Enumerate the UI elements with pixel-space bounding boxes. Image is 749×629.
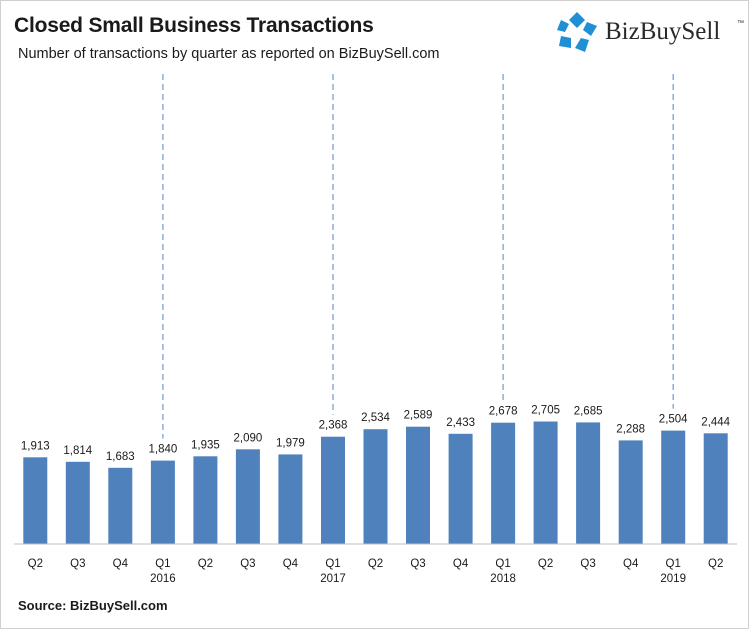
x-tick-label: Q1	[666, 558, 681, 570]
x-tick-label: Q4	[113, 558, 129, 570]
x-tick-label: Q3	[70, 558, 85, 570]
data-labels: 1,913 1,814 1,683 1,840 1,935 2,090 1,979 2,368…	[21, 405, 731, 463]
x-tick-label: Q3	[580, 558, 595, 570]
x-tick-label: Q2	[28, 558, 43, 570]
chart-subtitle: Number of transactions by quarter as rep…	[18, 46, 440, 62]
data-label: 2,288	[616, 423, 645, 435]
bar	[491, 422, 516, 544]
x-tick-label: Q3	[240, 558, 255, 570]
data-label: 1,840	[149, 444, 178, 456]
x-tick-label: Q4	[453, 558, 469, 570]
x-tick-label: Q2	[538, 558, 553, 570]
data-label: 2,368	[319, 420, 348, 432]
x-tick-labels: Q2 Q3 Q4 Q1 2016 Q2 Q3 Q4 Q1 2017 Q2 Q3 Q4 Q1 2018 Q2 Q3…	[28, 558, 724, 585]
data-label: 2,090	[234, 432, 263, 444]
bizbuysell-logo-icon	[557, 12, 597, 52]
bar	[235, 449, 260, 544]
bar	[193, 456, 218, 544]
bar	[703, 433, 728, 544]
bar	[661, 430, 686, 544]
x-tick-label: Q3	[410, 558, 425, 570]
data-label: 1,913	[21, 440, 50, 452]
logo-wordmark: BizBuySell	[605, 18, 721, 45]
data-label: 2,705	[531, 405, 560, 417]
data-label: 1,935	[191, 439, 220, 451]
x-tick-label: Q1	[155, 558, 170, 570]
data-label: 1,979	[276, 437, 305, 449]
data-label: 2,444	[701, 416, 730, 428]
x-tick-label: Q1	[325, 558, 340, 570]
year-label: 2017	[320, 573, 346, 585]
data-label: 2,685	[574, 405, 603, 417]
bar	[448, 433, 473, 544]
x-tick-label: Q4	[283, 558, 299, 570]
bizbuysell-logo: BizBuySell ™	[555, 10, 745, 56]
bar	[65, 461, 90, 544]
data-label: 2,433	[446, 417, 475, 429]
year-label: 2016	[150, 573, 176, 585]
bar	[321, 436, 345, 544]
x-tick-label: Q4	[623, 558, 639, 570]
data-label: 2,504	[659, 414, 688, 426]
x-tick-label: Q1	[495, 558, 510, 570]
bars	[23, 421, 728, 544]
bar	[150, 460, 175, 544]
data-label: 2,678	[489, 406, 518, 418]
data-label: 1,683	[106, 451, 135, 463]
x-tick-label: Q2	[708, 558, 723, 570]
year-dividers	[162, 74, 674, 439]
bar	[406, 426, 430, 544]
x-tick-label: Q2	[198, 558, 213, 570]
source-note: Source: BizBuySell.com	[18, 598, 168, 613]
bar	[618, 440, 643, 544]
data-label: 2,534	[361, 412, 390, 424]
x-tick-label: Q2	[368, 558, 383, 570]
data-label: 2,589	[404, 410, 433, 422]
bar	[533, 421, 558, 544]
bar	[576, 422, 601, 544]
year-label: 2018	[490, 573, 516, 585]
bar	[278, 454, 303, 544]
bar	[108, 467, 133, 544]
logo-trademark: ™	[737, 20, 744, 27]
chart-title: Closed Small Business Transactions	[14, 14, 374, 37]
year-label: 2019	[660, 573, 686, 585]
data-label: 1,814	[63, 445, 92, 457]
bar	[363, 429, 388, 544]
bar	[23, 457, 48, 544]
